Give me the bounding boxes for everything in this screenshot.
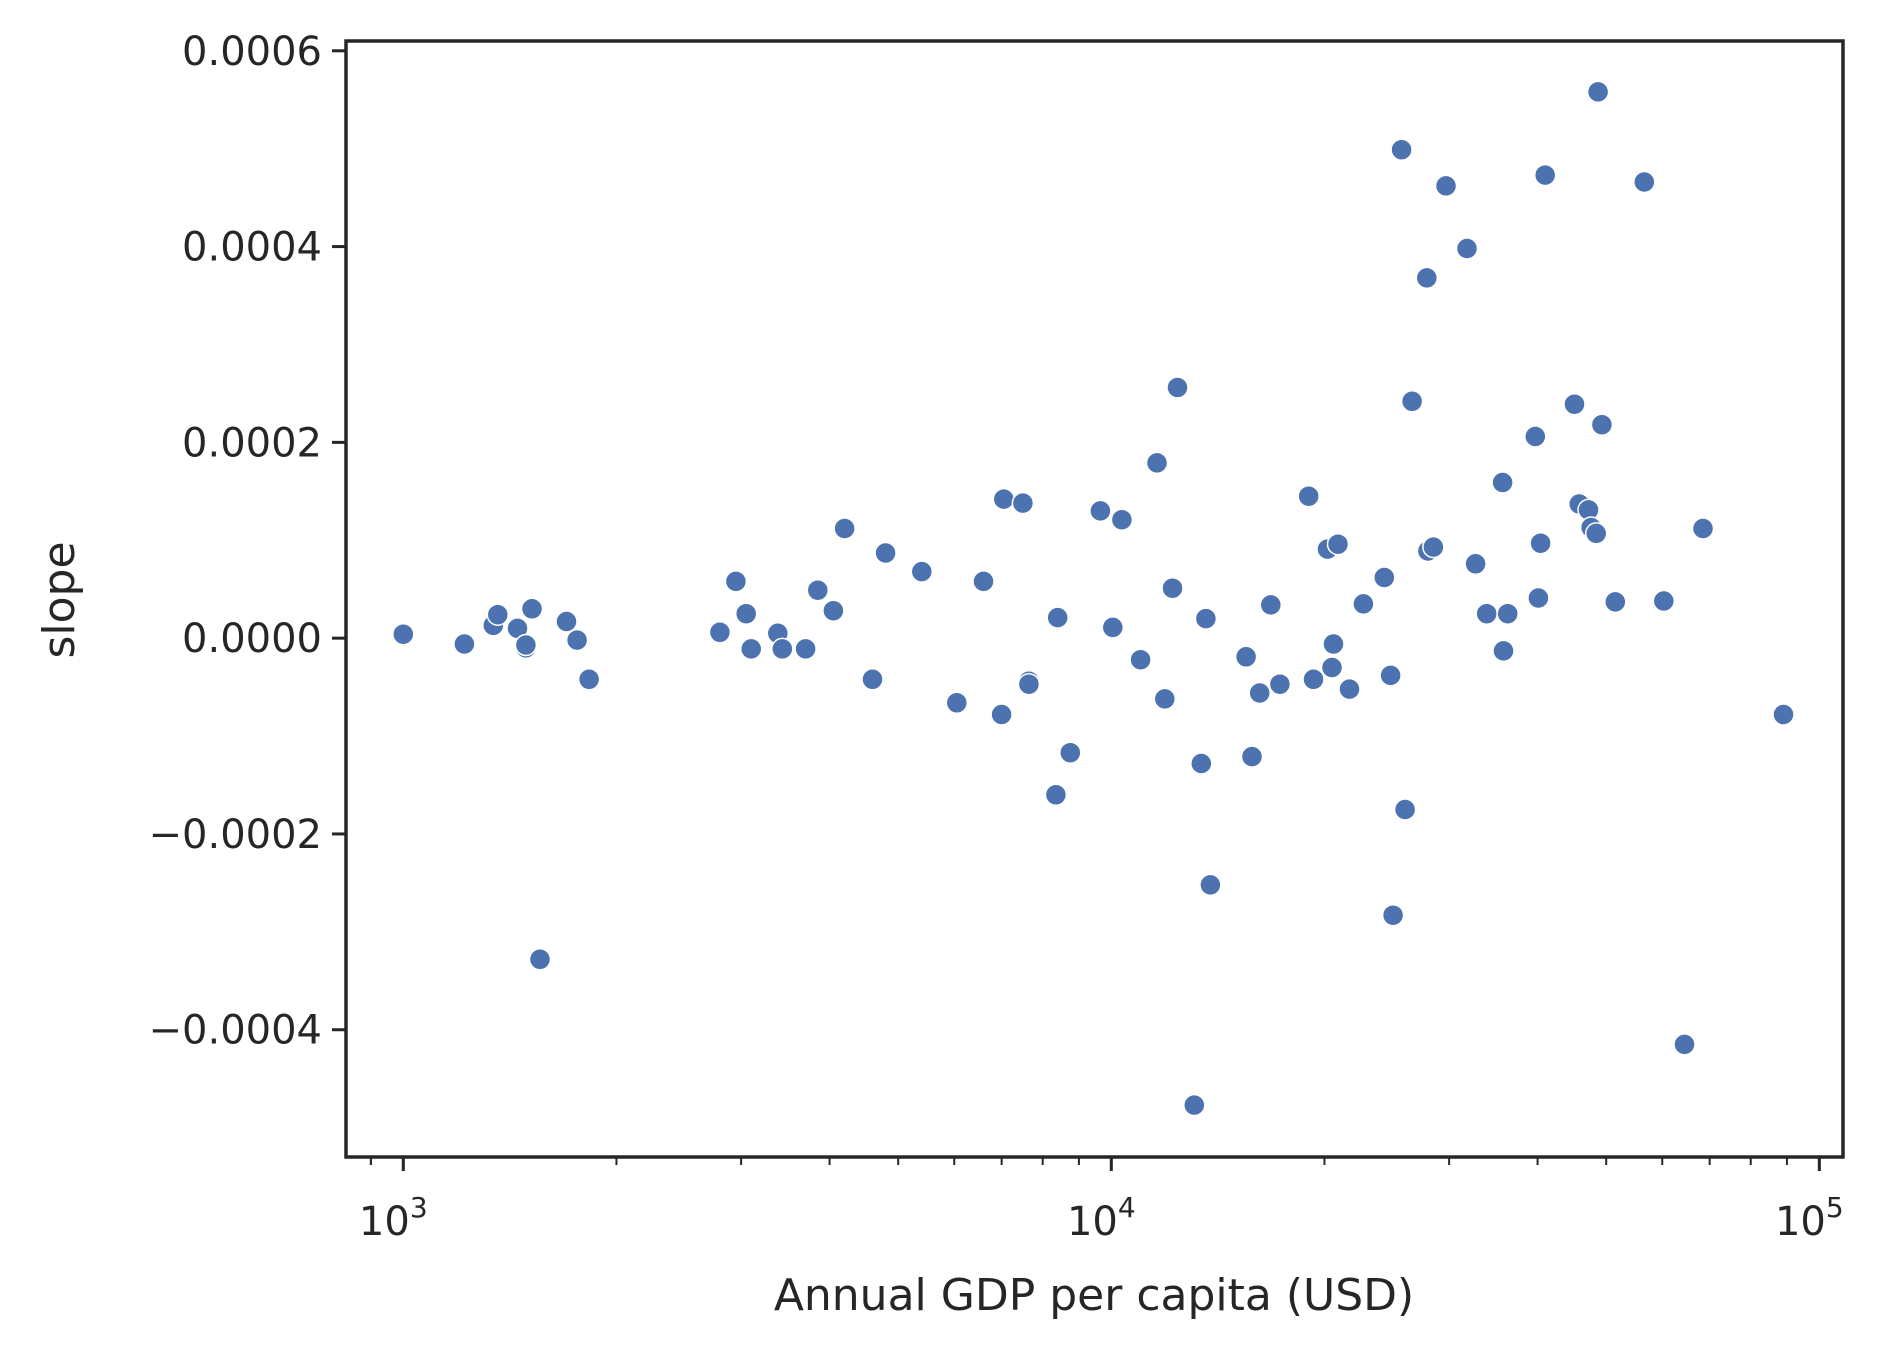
y-tick-label: −0.0004 (149, 1008, 322, 1054)
data-point (555, 610, 578, 633)
data-point (1089, 499, 1112, 523)
data-point (874, 541, 897, 565)
data-point (1586, 80, 1610, 104)
data-point (1297, 484, 1320, 508)
data-point (528, 948, 552, 971)
data-point (565, 628, 589, 652)
data-point (1563, 392, 1586, 416)
y-tick-label: 0.0006 (182, 29, 322, 75)
data-points (392, 80, 1795, 1117)
data-point (1400, 390, 1424, 413)
x-tick-label: 103 (359, 1191, 428, 1245)
data-point (1393, 798, 1417, 821)
data-point (822, 599, 845, 622)
data-point (1044, 783, 1068, 807)
data-point (1017, 672, 1041, 696)
y-tick-label: 0.0002 (182, 420, 322, 466)
data-point (1101, 616, 1125, 639)
data-point (794, 637, 817, 661)
data-point (1190, 752, 1213, 775)
data-point (1533, 163, 1557, 187)
data-point (1390, 138, 1413, 161)
data-point (910, 560, 934, 583)
x-tick-label: 105 (1775, 1191, 1844, 1245)
data-point (734, 602, 758, 625)
data-point (1129, 648, 1152, 671)
data-point (1320, 656, 1344, 679)
data-point (1322, 632, 1345, 656)
data-point (1302, 668, 1325, 691)
data-point (1153, 687, 1177, 711)
y-tick-label: −0.0002 (149, 812, 322, 858)
data-point (1110, 508, 1134, 531)
data-point (739, 637, 763, 661)
x-tick-label: 104 (1067, 1191, 1136, 1245)
data-point (1046, 606, 1069, 629)
data-point (1352, 592, 1375, 616)
data-point (990, 703, 1013, 726)
data-point (1161, 576, 1184, 600)
data-point (806, 578, 830, 602)
data-point (1422, 535, 1445, 559)
data-point (945, 691, 969, 715)
data-point (1673, 1033, 1696, 1056)
data-point (1166, 376, 1189, 399)
data-point (392, 622, 415, 646)
data-point (1145, 451, 1169, 475)
data-point (833, 517, 856, 540)
data-point (1584, 522, 1608, 545)
x-axis-label: Annual GDP per capita (USD) (774, 1270, 1414, 1321)
data-point (1338, 677, 1361, 701)
data-point (1492, 639, 1515, 663)
data-point (1248, 681, 1271, 705)
data-point (1381, 903, 1405, 927)
data-point (1379, 664, 1402, 687)
data-point (1633, 170, 1656, 194)
data-point (1691, 517, 1715, 540)
data-point (1183, 1093, 1206, 1117)
data-point (724, 570, 748, 593)
data-point (1373, 566, 1396, 589)
data-point (1652, 589, 1676, 613)
data-point (1434, 174, 1458, 198)
data-point (453, 632, 476, 656)
y-axis-label: slope (34, 541, 85, 658)
data-point (1199, 873, 1222, 897)
y-tick-label: 0.0004 (182, 225, 322, 271)
data-point (1524, 425, 1547, 448)
data-point (861, 668, 884, 691)
axis-ticks: 0.0006 0.0004 0.0002 0.0000 −0.0002 −0.0004 10… (149, 29, 1844, 1245)
data-point (1326, 532, 1350, 556)
data-point (520, 597, 544, 621)
data-point (1527, 586, 1550, 610)
data-point (486, 603, 510, 626)
plot-frame (344, 39, 1845, 1159)
data-point (1590, 413, 1614, 436)
data-point (577, 668, 601, 691)
data-point (708, 621, 732, 644)
data-point (1259, 593, 1283, 617)
data-point (1475, 602, 1498, 625)
data-point (514, 633, 538, 657)
data-point (1496, 602, 1519, 625)
data-point (1455, 237, 1479, 260)
data-point (1604, 590, 1627, 614)
data-point (1059, 741, 1082, 764)
data-point (1011, 491, 1035, 515)
data-point (771, 637, 794, 661)
data-point (1464, 552, 1487, 576)
data-point (1491, 471, 1514, 494)
data-point (1234, 645, 1258, 669)
data-point (1529, 531, 1552, 555)
data-point (1194, 607, 1218, 630)
data-point (1240, 745, 1264, 768)
data-point (1415, 266, 1439, 290)
y-tick-label: 0.0000 (182, 616, 322, 662)
data-point (992, 487, 1016, 511)
data-point (972, 570, 995, 593)
data-point (1268, 672, 1292, 696)
data-point (1772, 703, 1795, 726)
